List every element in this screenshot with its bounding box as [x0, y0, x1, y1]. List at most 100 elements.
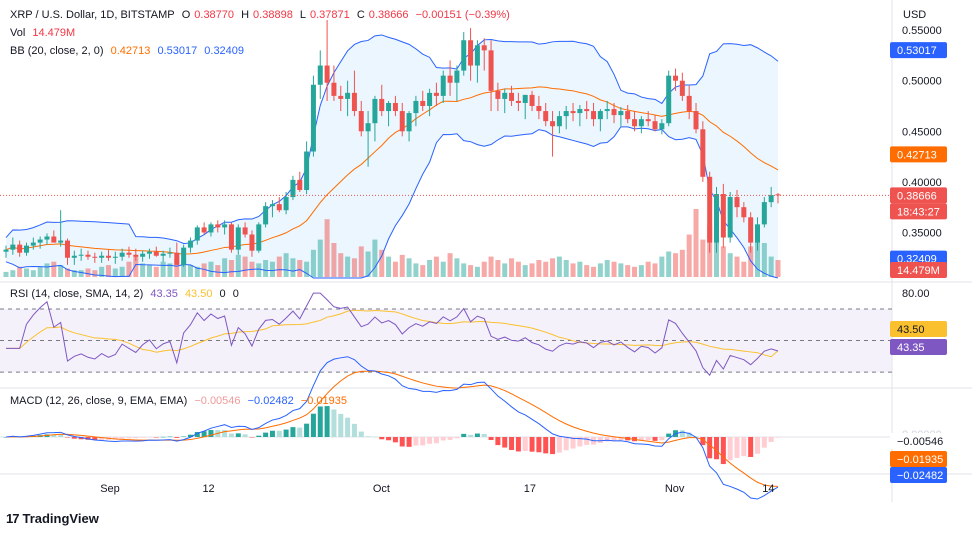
volume-bar: [392, 261, 398, 277]
macd-histogram-bar: [775, 437, 781, 438]
candle-body: [707, 176, 713, 243]
candle-body: [181, 247, 187, 265]
volume-bar: [58, 265, 64, 277]
candle-body: [358, 111, 364, 132]
price-badge: [890, 146, 947, 163]
macd-badge: [890, 467, 947, 483]
candle-body: [30, 242, 36, 246]
candle-body: [317, 65, 323, 85]
tradingview-logo[interactable]: 17 TradingView: [6, 511, 99, 526]
volume-bar: [283, 253, 289, 277]
volume-bar: [420, 265, 426, 277]
volume-bar: [734, 256, 740, 277]
macd-signal-line: [5, 370, 779, 487]
candle-body: [194, 227, 200, 241]
volume-bar: [365, 251, 371, 277]
macd-label: MACD (12, 26, close, 9, EMA, EMA): [10, 395, 188, 407]
macd-histogram-bar: [406, 437, 412, 447]
rsi-label: RSI (14, close, SMA, 14, 2): [10, 288, 144, 300]
volume-bar: [755, 232, 761, 277]
volume-bar: [71, 270, 77, 277]
volume-bar: [468, 265, 474, 277]
bb-upper-value: 0.53017: [157, 45, 198, 57]
macd-line: [5, 356, 779, 500]
volume-bar: [625, 265, 631, 277]
candle-body: [379, 98, 385, 112]
close-label: C: [356, 9, 365, 21]
macd-histogram-bar: [99, 437, 105, 440]
candle-body: [720, 194, 726, 238]
candle-body: [187, 240, 193, 248]
candle-body: [51, 236, 57, 243]
candle-body: [399, 111, 405, 132]
candle-body: [112, 256, 118, 258]
volume-bar: [372, 239, 378, 277]
volume-bar: [454, 258, 460, 277]
macd-value: −0.02482: [247, 395, 294, 407]
candle-body: [666, 75, 672, 124]
candle-body: [228, 224, 234, 250]
candle-body: [365, 123, 371, 132]
volume-bar: [290, 258, 296, 277]
macd-histogram-bar: [235, 433, 241, 437]
macd-histogram-bar: [167, 436, 173, 438]
macd-histogram-bar: [550, 437, 556, 455]
candle-body: [748, 217, 754, 243]
candle-body: [597, 111, 603, 120]
volume-bar: [140, 263, 146, 277]
rsi-extra-1: 0: [219, 288, 226, 300]
volume-bar: [194, 266, 200, 277]
macd-histogram-bar: [679, 430, 685, 437]
macd-histogram-bar: [399, 437, 405, 447]
candle-body: [556, 116, 562, 127]
candle-body: [310, 84, 316, 152]
candle-body: [208, 224, 214, 233]
volume-bar: [3, 271, 9, 277]
macd-histogram-bar: [481, 433, 487, 437]
volume-bar: [679, 249, 685, 277]
volume-header: Vol 14.479M: [10, 27, 79, 39]
volume-bar: [44, 263, 50, 277]
volume-bar: [427, 260, 433, 277]
macd-histogram-bar: [522, 437, 528, 451]
candle-body: [611, 109, 617, 116]
volume-value: 14.479M: [32, 27, 76, 39]
candle-body: [290, 179, 296, 198]
macd-histogram-bar: [379, 437, 385, 440]
candle-body: [146, 251, 152, 254]
macd-histogram-bar: [194, 432, 200, 437]
rsi-value: 43.35: [150, 288, 178, 300]
candle-body: [427, 92, 433, 106]
macd-histogram-bar: [447, 437, 453, 440]
macd-histogram-bar: [146, 437, 152, 438]
candle-body: [338, 95, 344, 99]
volume-bar: [92, 270, 98, 277]
volume-bar: [577, 261, 583, 277]
candle-body: [536, 106, 542, 112]
volume-bar: [515, 261, 521, 277]
volume-label: Vol: [10, 27, 26, 39]
volume-bar: [160, 261, 166, 277]
volume-bar: [181, 260, 187, 277]
candle-body: [481, 45, 487, 51]
volume-bar: [304, 261, 310, 277]
volume-bar: [174, 258, 180, 277]
volume-bar: [51, 261, 57, 277]
volume-bar: [345, 256, 351, 277]
change-value: −0.00151 (−0.39%): [415, 9, 510, 21]
volume-bar: [618, 263, 624, 277]
macd-histogram-bar: [495, 437, 501, 446]
macd-histogram-bar: [529, 437, 535, 452]
candle-body: [126, 252, 132, 255]
candle-body: [324, 65, 330, 83]
volume-bar: [10, 270, 16, 277]
candle-body: [64, 240, 70, 258]
candle-body: [392, 102, 398, 112]
low-label: L: [299, 9, 306, 21]
candle-body: [495, 90, 501, 99]
close-value: 0.38666: [368, 9, 409, 21]
candle-body: [447, 75, 453, 83]
bb-basis-value: 0.42713: [110, 45, 151, 57]
volume-bar: [146, 265, 152, 277]
